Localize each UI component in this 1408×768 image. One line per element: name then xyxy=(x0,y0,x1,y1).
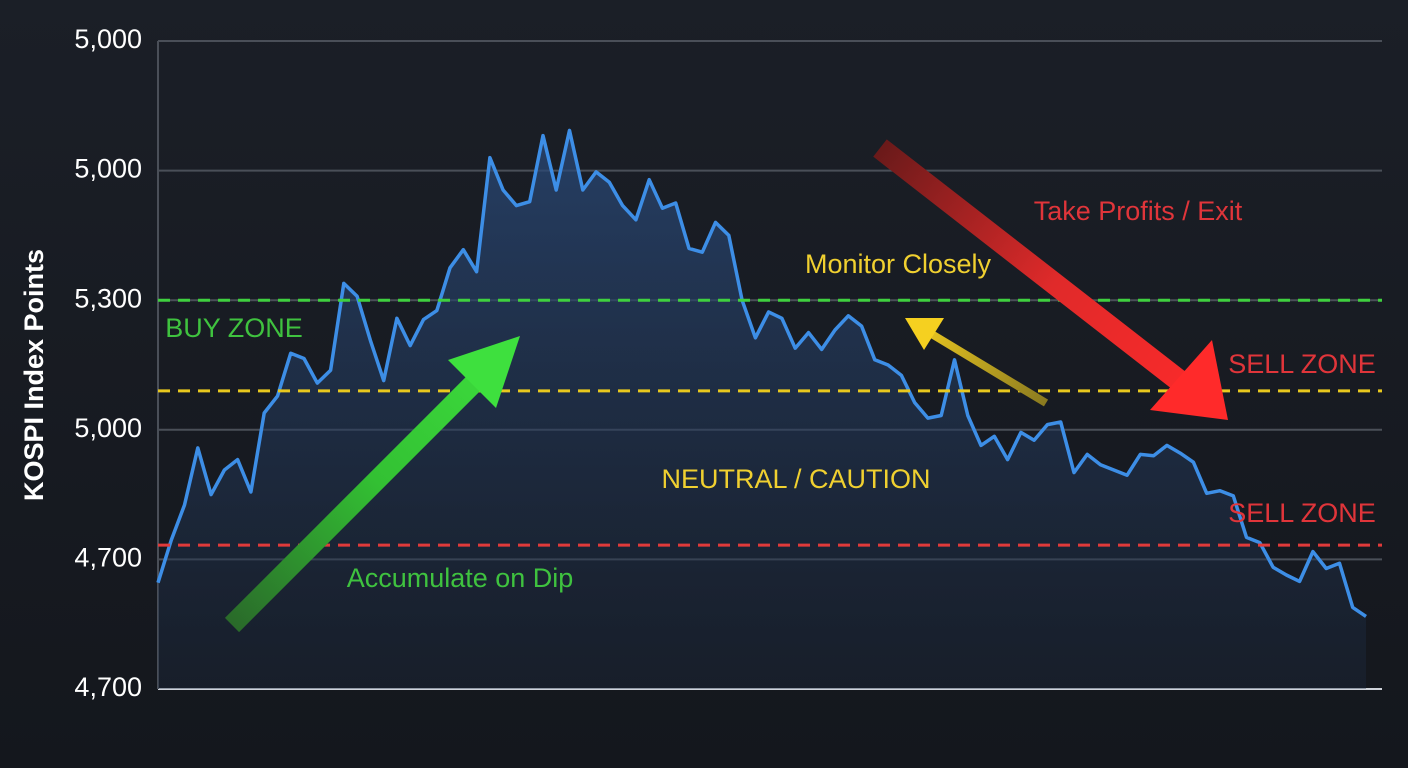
y-tick-label: 5,000 xyxy=(74,24,142,54)
annotation: NEUTRAL / CAUTION xyxy=(661,464,930,494)
green-arrow xyxy=(224,357,500,633)
area-fill xyxy=(158,130,1366,689)
y-tick-label: 5,000 xyxy=(74,154,142,184)
line xyxy=(156,128,1367,618)
red-arrow xyxy=(873,139,1202,402)
yellow-arrow xyxy=(922,326,1049,407)
annotation: Accumulate on Dip xyxy=(347,563,574,593)
y-tick-label: 4,700 xyxy=(74,672,142,702)
green-arrow-head xyxy=(448,336,520,408)
y-tick-label: 5,300 xyxy=(74,283,142,313)
y-tick-label: 4,700 xyxy=(74,543,142,573)
annotation: BUY ZONE xyxy=(165,313,303,343)
annotation: SELL ZONE xyxy=(1228,349,1376,379)
annotation: Take Profits / Exit xyxy=(1034,196,1243,226)
annotation: Monitor Closely xyxy=(805,249,992,279)
yellow-arrow-head xyxy=(905,318,944,350)
y-tick-label: 5,000 xyxy=(74,413,142,443)
arrows xyxy=(224,139,1228,633)
red-arrow-head xyxy=(1150,340,1228,420)
y-axis-title: KOSPI Index Points xyxy=(19,249,49,501)
annotation: SELL ZONE xyxy=(1228,498,1376,528)
